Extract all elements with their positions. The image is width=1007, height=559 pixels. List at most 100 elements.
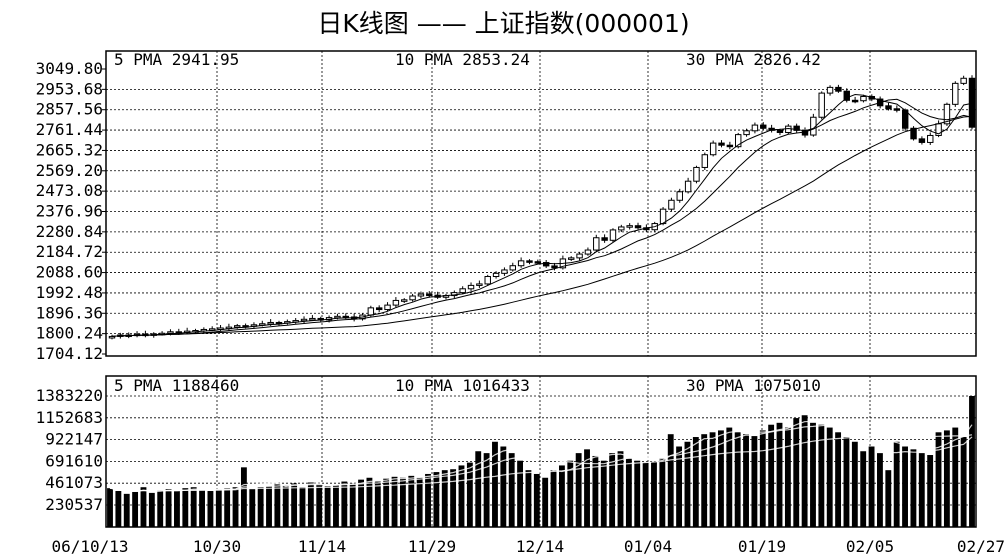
volume-legend-1: 5 PMA 1188460 [114, 376, 239, 395]
volume-ma30-line [109, 434, 973, 492]
volume-bar [801, 415, 808, 527]
volume-bar [282, 485, 289, 527]
candle-body [367, 307, 375, 316]
volume-bar [291, 483, 298, 527]
candle-body [851, 99, 859, 103]
price-legend-3: 30 PMA 2826.42 [686, 50, 821, 69]
volume-bar [567, 460, 574, 527]
volume-bar [617, 451, 624, 527]
volume-bar [307, 482, 314, 527]
volume-bar [969, 396, 975, 527]
volume-bar [910, 449, 917, 527]
candle-body [517, 260, 525, 267]
candle-body [108, 335, 116, 339]
volume-legend-2: 10 PMA 1016433 [395, 376, 530, 395]
volume-bar [768, 424, 775, 527]
volume-bar [793, 418, 800, 527]
price-y-tick-label: 2953.68 [36, 79, 103, 98]
candle-body [818, 92, 825, 118]
candle-body [952, 82, 959, 105]
price-y-tick-label: 1704.12 [36, 344, 103, 363]
candle-body [551, 265, 558, 269]
volume-bar [157, 490, 164, 527]
candle-body [401, 299, 408, 302]
volume-bar [600, 460, 607, 527]
candle-body [476, 283, 483, 286]
volume-bar [341, 481, 348, 527]
volume-bar [701, 434, 708, 527]
volume-bar [943, 430, 950, 527]
volume-bar [433, 472, 440, 527]
price-panel-grid [102, 50, 977, 357]
candle-body [426, 293, 433, 297]
candle-body [375, 307, 383, 311]
candle-body [751, 124, 759, 132]
volume-bar [115, 491, 122, 527]
candle-body [584, 249, 592, 255]
volume-bar [215, 489, 222, 527]
candle-body [501, 269, 508, 274]
volume-bar [659, 458, 666, 527]
candle-body [542, 262, 550, 267]
volume-bar [408, 475, 415, 527]
volume-bar [349, 483, 356, 527]
volume-bar [868, 446, 875, 527]
candle-body [492, 272, 500, 278]
volume-bar [391, 476, 398, 527]
candle-body [743, 130, 750, 136]
candle-body [309, 317, 316, 321]
volume-bar [232, 487, 239, 527]
x-tick-label: 11/29 [408, 537, 456, 556]
candle-body [659, 208, 667, 225]
volume-bar [843, 437, 850, 527]
candle-body [701, 154, 709, 168]
volume-bar [140, 487, 147, 527]
volume-bar [508, 453, 515, 527]
volume-legend-3: 30 PMA 1075010 [686, 376, 821, 395]
volume-bar [935, 432, 942, 527]
candle-body [234, 325, 241, 328]
price-y-tick-label: 1896.36 [36, 303, 103, 322]
volume-bar [416, 477, 423, 527]
price-ma5-line [111, 93, 973, 337]
volume-bar [207, 491, 214, 527]
volume-bar [174, 491, 180, 527]
volume-bar [692, 437, 699, 527]
volume-y-tick-label: 1383220 [36, 386, 103, 405]
volume-bars [107, 396, 975, 527]
volume-bar [148, 492, 155, 527]
volume-panel-frame [105, 375, 977, 528]
candle-body [384, 304, 391, 311]
candle-body [901, 109, 909, 129]
candle-body [417, 293, 425, 297]
price-y-tick-label: 2376.96 [36, 202, 103, 221]
volume-moving-averages [109, 420, 973, 493]
volume-bar [107, 488, 113, 527]
candle-body [593, 237, 600, 251]
price-moving-averages [111, 93, 973, 337]
volume-bar [358, 479, 364, 527]
volume-bar [676, 446, 683, 527]
volume-bar [257, 487, 264, 527]
volume-bar [584, 449, 590, 527]
volume-bar [425, 473, 431, 527]
price-y-tick-label: 1800.24 [36, 324, 103, 343]
candle-body [760, 124, 767, 129]
candle-body [526, 260, 533, 263]
volume-bar [751, 436, 758, 527]
x-tick-label: 02/05 [846, 537, 894, 556]
x-tick-label: 06/10/13 [51, 537, 128, 556]
volume-bar [299, 487, 306, 527]
volume-bar [810, 422, 816, 527]
candle-body [392, 299, 400, 306]
candle-body [267, 321, 274, 325]
candle-body [918, 138, 926, 143]
volume-bar [316, 484, 323, 527]
volume-bar [609, 453, 616, 527]
volume-bar [927, 455, 934, 527]
volume-bar [333, 485, 339, 527]
price-y-tick-label: 2761.44 [36, 120, 103, 139]
candle-body [300, 318, 308, 322]
volume-bar [709, 432, 716, 527]
